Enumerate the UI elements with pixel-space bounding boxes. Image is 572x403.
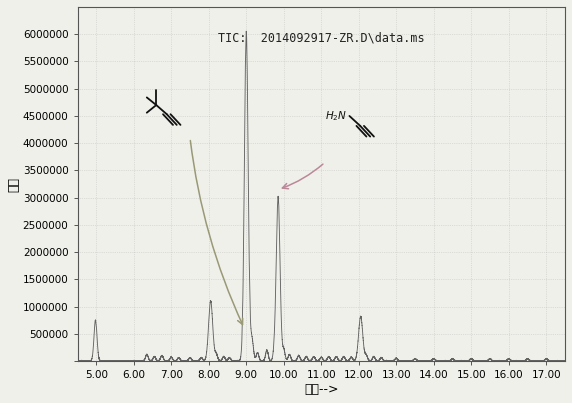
Y-axis label: 丰度: 丰度 bbox=[7, 177, 20, 191]
Text: $H_2N$: $H_2N$ bbox=[325, 109, 347, 123]
Text: TIC:  2014092917-ZR.D\data.ms: TIC: 2014092917-ZR.D\data.ms bbox=[218, 32, 424, 45]
X-axis label: 时间-->: 时间--> bbox=[304, 383, 339, 396]
